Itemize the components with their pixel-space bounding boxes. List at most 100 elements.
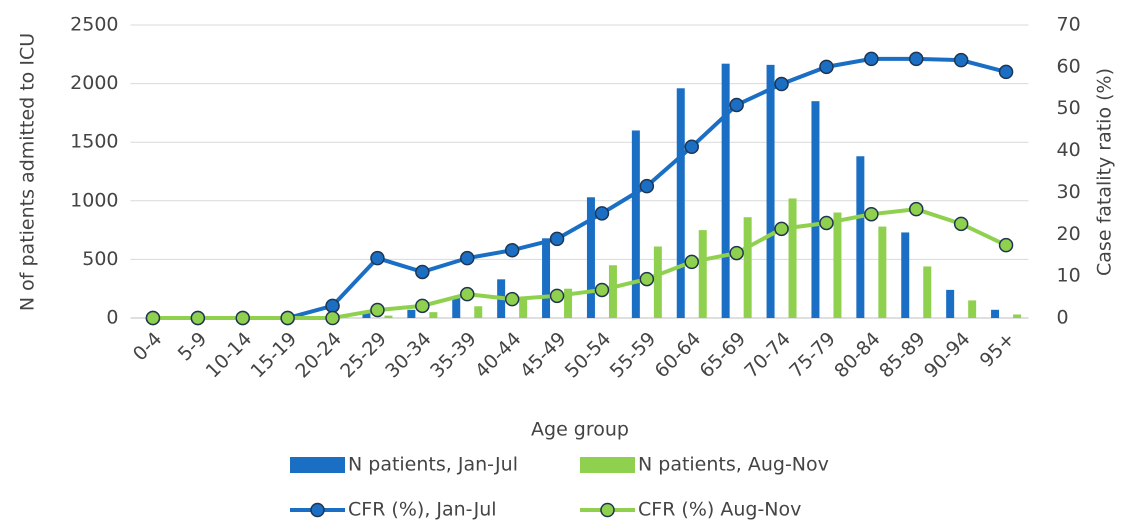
- marker: [325, 310, 340, 326]
- legend-swatch: [290, 457, 345, 473]
- y2-tick-label: 40: [1057, 139, 1081, 161]
- marker: [774, 221, 789, 237]
- marker: [639, 271, 655, 287]
- bar: [542, 238, 551, 318]
- marker: [998, 64, 1014, 80]
- x-tick-label: 10-14: [202, 328, 257, 383]
- bar: [384, 315, 393, 318]
- marker: [145, 310, 161, 326]
- y-axis-label: N of patients admitted to ICU: [17, 33, 39, 311]
- marker: [819, 59, 834, 75]
- bar: [923, 266, 932, 318]
- marker: [549, 288, 565, 304]
- bar: [811, 101, 820, 319]
- bar: [833, 212, 842, 318]
- x-tick-label: 85-89: [875, 328, 930, 383]
- x-tick-label: 30-34: [381, 328, 436, 383]
- x-tick-label: 0-4: [129, 328, 167, 366]
- marker: [370, 250, 385, 266]
- x-tick-label: 90-94: [920, 328, 975, 383]
- bar: [407, 309, 416, 318]
- y2-tick-label: 0: [1057, 307, 1069, 329]
- marker: [953, 52, 969, 68]
- y-tick-label: 2500: [70, 14, 118, 36]
- y-tick-label: 0: [106, 307, 118, 329]
- y2-tick-label: 70: [1057, 14, 1081, 36]
- bar: [429, 312, 438, 318]
- x-tick-label: 95+: [976, 328, 1020, 372]
- bar: [631, 130, 640, 318]
- marker: [325, 298, 340, 314]
- y2-tick-label: 30: [1057, 181, 1081, 203]
- marker: [864, 206, 879, 222]
- bar: [586, 197, 595, 318]
- marker: [774, 76, 789, 92]
- y2-tick-label: 20: [1057, 223, 1081, 245]
- x-tick-label: 55-59: [606, 328, 661, 383]
- marker: [864, 51, 879, 67]
- marker: [953, 216, 969, 232]
- marker: [504, 291, 520, 307]
- marker: [684, 254, 699, 270]
- marker: [460, 250, 475, 266]
- bar: [743, 217, 752, 318]
- x-tick-label: 45-49: [516, 328, 571, 383]
- x-tick-label: 5-9: [174, 328, 212, 366]
- legend-label: CFR (%), Jan-Jul: [348, 499, 497, 521]
- line: [152, 56, 1007, 320]
- marker: [190, 310, 206, 326]
- marker: [549, 231, 565, 247]
- marker: [280, 310, 295, 326]
- y2-tick-label: 60: [1057, 55, 1081, 77]
- marker: [909, 201, 924, 217]
- bar: [698, 230, 707, 318]
- legend-swatch: [580, 457, 635, 473]
- bar: [676, 88, 685, 319]
- marker: [729, 97, 744, 113]
- marker: [594, 206, 610, 221]
- marker: [415, 298, 430, 314]
- x-tick-label: 75-79: [785, 328, 840, 383]
- bar: [788, 198, 797, 318]
- legend-marker: [600, 502, 615, 518]
- bar: [946, 289, 955, 318]
- bar: [1013, 314, 1022, 318]
- y-tick-label: 2000: [70, 72, 118, 94]
- marker: [594, 282, 610, 298]
- x-tick-label: 70-74: [740, 328, 795, 383]
- bar: [474, 306, 483, 318]
- marker: [729, 245, 744, 261]
- marker: [639, 178, 655, 194]
- marker: [909, 51, 924, 67]
- marker: [370, 302, 385, 318]
- bar: [519, 296, 528, 318]
- legend-label: N patients, Aug-Nov: [638, 454, 829, 476]
- x-tick-label: 50-54: [561, 328, 616, 383]
- bar: [362, 312, 371, 318]
- marker: [504, 242, 520, 258]
- x-tick-label: 40-44: [471, 328, 526, 383]
- marker: [460, 286, 475, 302]
- bar: [968, 300, 977, 318]
- y-tick-label: 1500: [70, 131, 118, 153]
- bar: [452, 296, 461, 318]
- bar: [991, 309, 1000, 318]
- marker: [415, 264, 430, 280]
- y2-axis-label: Case fatality ratio (%): [1094, 68, 1116, 276]
- legend-label: N patients, Jan-Jul: [348, 454, 518, 476]
- x-tick-label: 35-39: [426, 328, 481, 383]
- bar: [878, 226, 887, 318]
- bar: [766, 64, 775, 319]
- bar: [901, 232, 910, 318]
- line: [152, 207, 1007, 320]
- x-tick-label: 15-19: [246, 328, 301, 383]
- legend-label: CFR (%) Aug-Nov: [638, 499, 801, 521]
- x-tick-label: 80-84: [830, 328, 885, 383]
- y-tick-label: 500: [82, 248, 118, 270]
- bar: [653, 246, 662, 318]
- x-tick-label: 25-29: [336, 328, 391, 383]
- x-axis-label: Age group: [531, 419, 629, 441]
- marker: [998, 237, 1014, 253]
- marker: [684, 139, 699, 155]
